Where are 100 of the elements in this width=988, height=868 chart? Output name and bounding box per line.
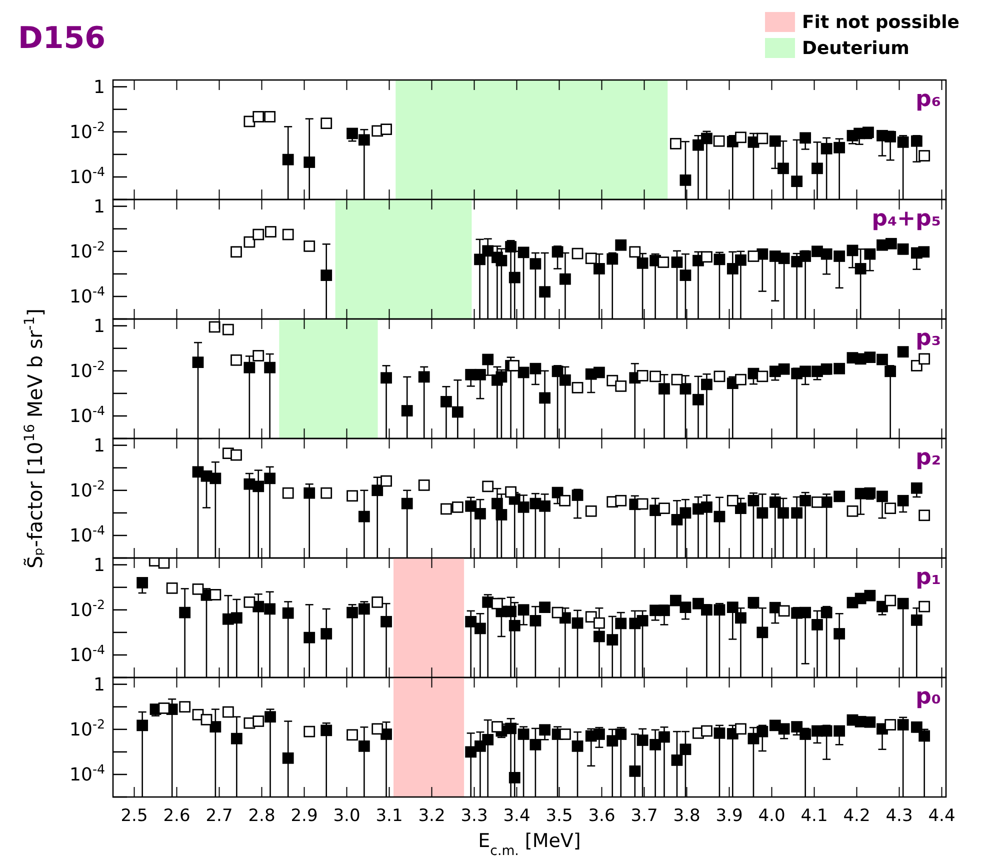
point	[701, 132, 712, 144]
point	[482, 245, 494, 257]
point	[756, 507, 768, 519]
point	[518, 501, 530, 513]
point	[812, 618, 823, 630]
point	[846, 505, 858, 517]
x-tick-label: 2.5	[120, 806, 148, 826]
point	[304, 726, 316, 738]
point	[539, 500, 550, 512]
point	[884, 719, 896, 730]
point	[918, 246, 930, 258]
x-axis-title: E$_{c.m.}$ [MeV]	[478, 830, 581, 858]
point	[884, 366, 896, 378]
point	[264, 472, 276, 484]
point	[884, 131, 896, 142]
point	[572, 382, 584, 394]
point	[505, 606, 516, 618]
point	[158, 702, 170, 714]
point	[910, 482, 922, 494]
point	[474, 254, 486, 266]
point	[756, 626, 768, 638]
point	[658, 383, 670, 395]
point	[812, 162, 823, 174]
point	[854, 263, 866, 274]
point	[474, 622, 486, 634]
point	[304, 487, 316, 499]
point	[320, 270, 332, 281]
point	[756, 370, 768, 382]
point	[680, 507, 692, 519]
x-tick-label: 3.0	[333, 806, 360, 826]
point	[615, 380, 627, 392]
point	[735, 374, 746, 386]
point	[778, 507, 789, 519]
point	[482, 354, 494, 366]
point	[508, 360, 520, 372]
point	[820, 142, 832, 154]
annotation: p₂	[916, 446, 941, 470]
point	[884, 502, 896, 514]
point	[230, 354, 242, 366]
point	[726, 263, 738, 274]
point	[670, 138, 682, 150]
point	[304, 240, 316, 252]
point	[418, 371, 430, 383]
point	[264, 603, 276, 615]
point	[208, 321, 220, 333]
x-tick-label: 2.7	[206, 806, 233, 826]
point	[671, 514, 683, 526]
point	[496, 509, 508, 520]
point	[552, 606, 564, 618]
point	[800, 132, 812, 144]
point	[692, 139, 704, 151]
point	[559, 494, 570, 506]
y-tick-label: 10$^{-2}$	[70, 357, 105, 382]
point	[230, 246, 242, 258]
point	[713, 135, 725, 147]
point	[864, 716, 876, 728]
y-tick-label: 1	[94, 435, 105, 456]
point	[615, 618, 627, 630]
point	[482, 734, 494, 746]
point	[264, 362, 276, 374]
point	[192, 356, 204, 368]
point	[778, 363, 790, 375]
point	[726, 602, 738, 614]
point	[136, 577, 148, 588]
point	[606, 735, 618, 747]
point	[539, 724, 550, 736]
point	[864, 248, 876, 260]
point	[778, 252, 790, 264]
point	[701, 501, 712, 513]
point	[897, 136, 909, 148]
point	[748, 732, 760, 744]
point	[658, 604, 670, 616]
point	[735, 132, 746, 144]
point	[358, 603, 370, 615]
point	[282, 487, 294, 499]
x-tick-label: 4.3	[886, 806, 913, 826]
point	[680, 270, 692, 281]
x-tick-label: 2.8	[248, 806, 276, 826]
point	[518, 366, 530, 378]
point	[320, 628, 332, 640]
point	[615, 494, 627, 506]
point	[372, 484, 384, 496]
y-tick-label: 10$^{-2}$	[70, 238, 105, 262]
point	[670, 594, 682, 606]
point	[530, 615, 542, 626]
point	[800, 728, 812, 740]
point	[539, 286, 550, 298]
point	[401, 498, 413, 510]
legend-label: Fit not possible	[802, 12, 960, 33]
point	[680, 602, 692, 614]
point	[658, 256, 670, 268]
point	[918, 600, 930, 612]
x-tick-label: 3.3	[460, 806, 488, 826]
point	[418, 479, 430, 491]
legend-label: Deuterium	[802, 38, 910, 59]
point	[714, 254, 726, 266]
point	[230, 732, 242, 744]
point	[508, 272, 520, 284]
point	[346, 128, 358, 140]
point	[714, 604, 726, 616]
